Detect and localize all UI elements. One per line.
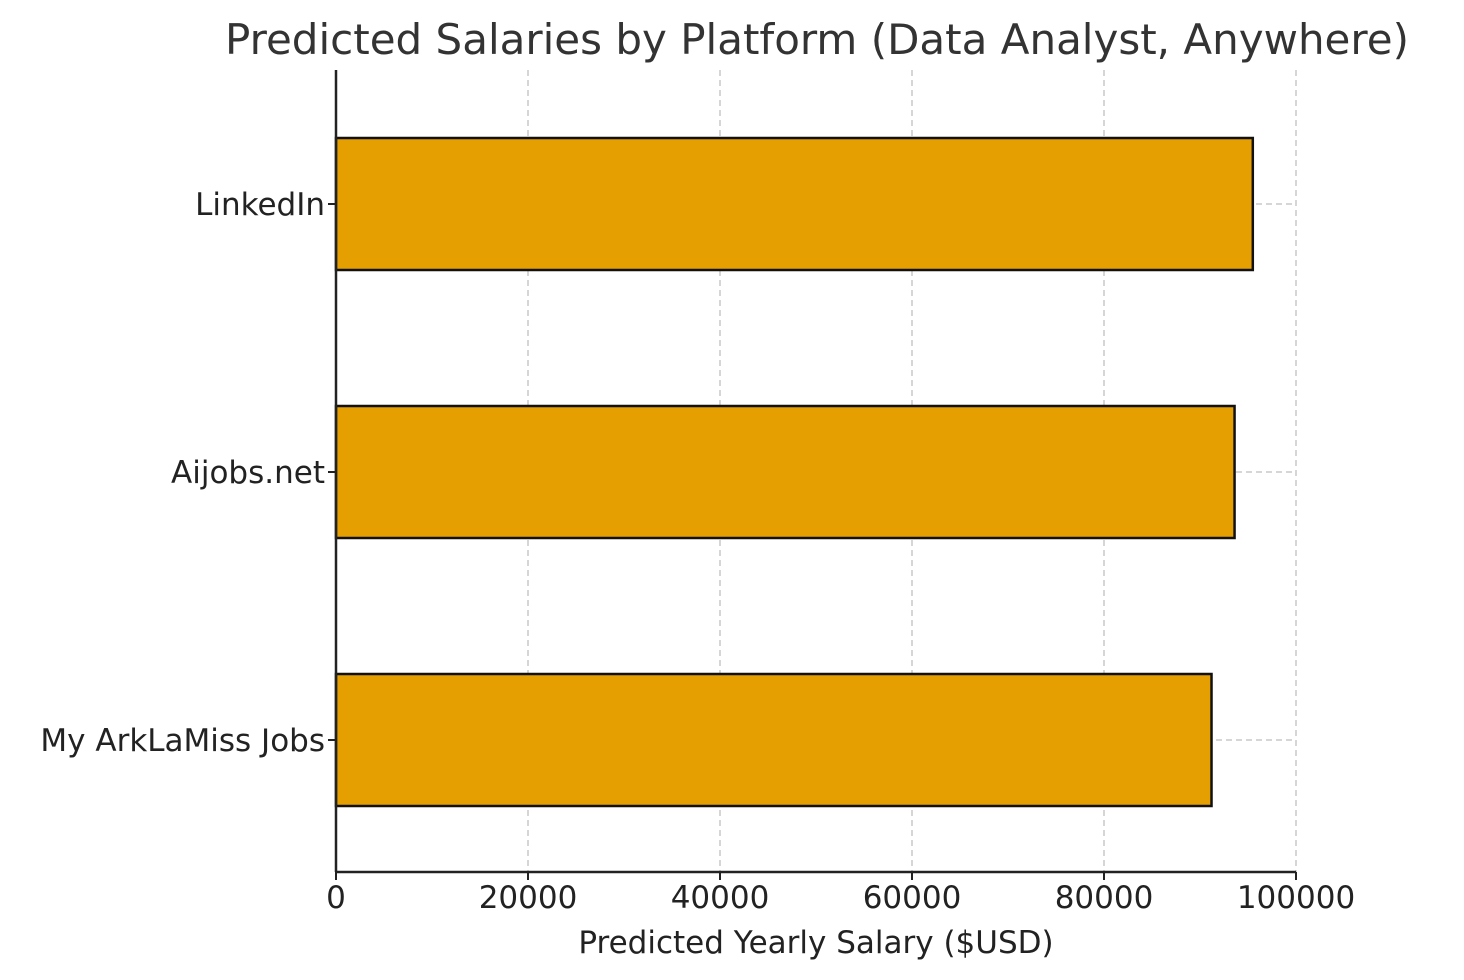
bars xyxy=(334,136,1255,808)
y-tick-label: My ArkLaMiss Jobs xyxy=(40,723,325,759)
y-tick-label: Aijobs.net xyxy=(171,455,325,491)
x-axis-ticks: 0 20000 40000 60000 80000 100000 xyxy=(326,872,1355,916)
x-tick-label: 60000 xyxy=(863,880,962,916)
x-tick-label: 40000 xyxy=(671,880,770,916)
bar-my-arklamiss-jobs xyxy=(334,672,1213,808)
x-tick-label: 20000 xyxy=(479,880,578,916)
x-tick-label: 80000 xyxy=(1055,880,1154,916)
chart-title: Predicted Salaries by Platform (Data Ana… xyxy=(225,15,1409,64)
bar-aijobs-net xyxy=(334,404,1236,540)
y-axis-ticks: LinkedIn Aijobs.net My ArkLaMiss Jobs xyxy=(40,187,336,759)
x-tick-label: 0 xyxy=(326,880,346,916)
bar-linkedin xyxy=(334,136,1255,272)
x-axis-label: Predicted Yearly Salary ($USD) xyxy=(578,925,1053,961)
x-tick-label: 100000 xyxy=(1237,880,1355,916)
y-tick-label: LinkedIn xyxy=(195,187,325,223)
